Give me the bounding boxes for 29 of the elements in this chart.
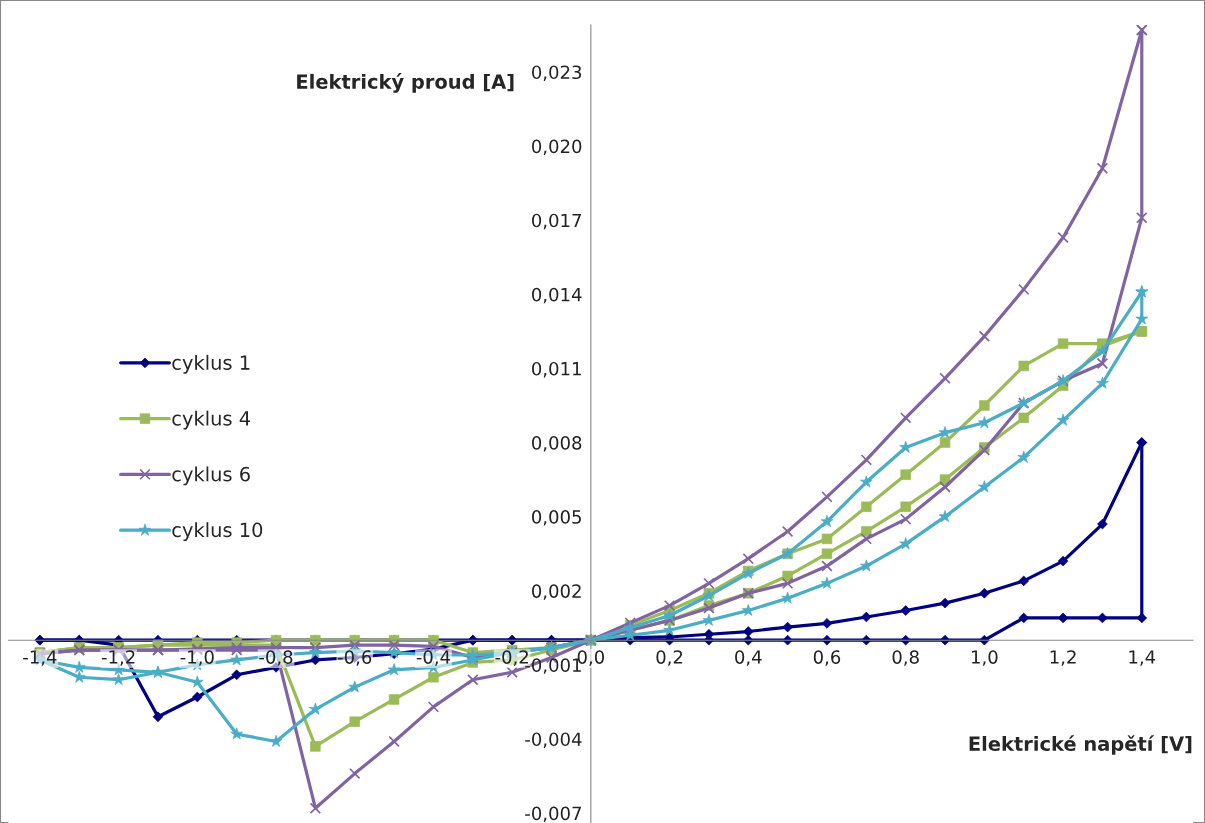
y-tick-label: -0,007 [525,806,581,823]
y-tick-label: 0,017 [532,213,581,230]
x-tick-label: -0,4 [416,650,451,666]
x-tick-label: 0,8 [892,650,919,666]
x-tick-label: 0,2 [656,650,683,666]
x-tick-label: 0,6 [813,650,841,666]
x-tick-label: 1,0 [972,650,998,666]
x-axis-title: Elektrické napětí [V] [969,735,1192,755]
x-tick-label: -1,4 [23,650,57,666]
x-tick-label: 1,2 [1050,650,1076,666]
legend-label: cyklus 10 [172,522,263,541]
x-tick-label: 1,4 [1129,650,1156,666]
y-tick-label: -0,004 [525,732,582,748]
y-tick-label: 0,008 [532,436,582,452]
x-tick-label: -1,0 [180,650,214,666]
y-tick-label: 0,023 [532,65,582,81]
x-tick-label: -1,2 [101,650,135,666]
x-tick-label: -0,8 [259,650,293,666]
legend-label: cyklus 6 [172,466,250,486]
y-tick-label: 0,020 [532,139,582,156]
y-tick-label: 0,011 [532,361,581,378]
y-tick-label: 0,002 [532,584,581,600]
y-tick-label: 0,014 [532,287,582,304]
x-tick-label: -0,6 [338,650,372,666]
legend-label: cyklus 4 [172,410,251,430]
legend-label: cyklus 1 [172,354,250,374]
x-tick-label: 0,4 [735,650,762,666]
y-tick-label: 0,005 [532,510,581,526]
y-axis-title: Elektrický proud [A] [297,73,514,93]
